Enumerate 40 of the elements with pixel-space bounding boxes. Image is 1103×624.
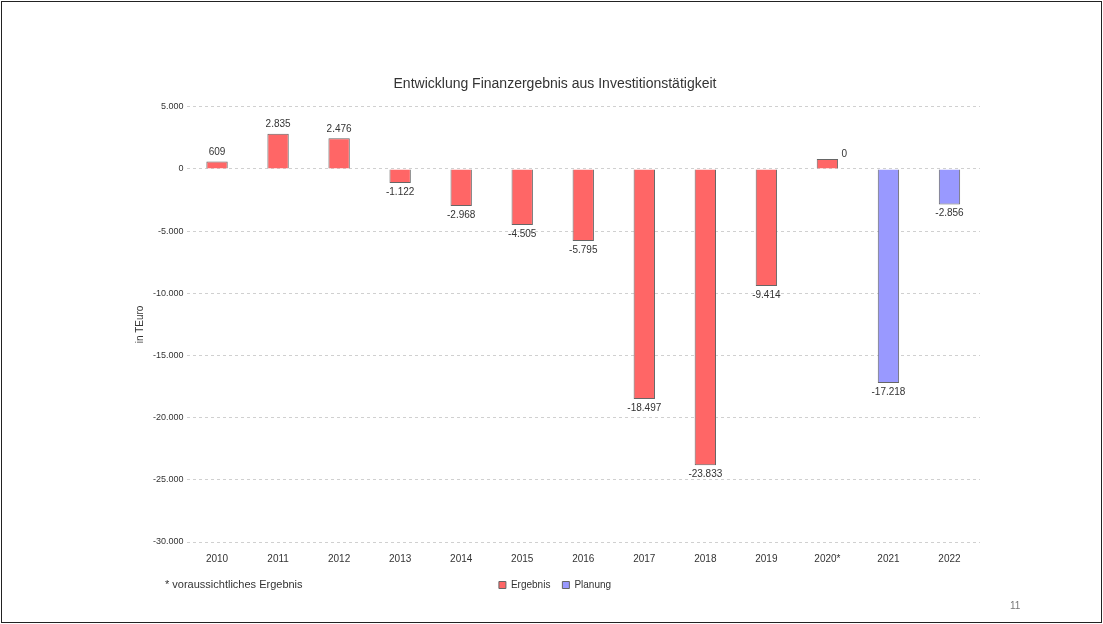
data-label: -9.414 [752, 288, 781, 300]
x-tick-label: 2015 [511, 552, 534, 564]
legend-label: Planung [574, 578, 612, 590]
y-tick-label: 0 [178, 163, 184, 174]
text: 11 [1010, 600, 1021, 611]
data-label: 2.835 [265, 118, 292, 130]
x-tick-label: 2019 [755, 552, 778, 564]
data-label: -5.795 [569, 243, 598, 255]
y-tick-label: -20.000 [152, 412, 184, 423]
x-tick-label: 2022 [938, 552, 962, 564]
data-label: -23.833 [688, 468, 723, 480]
data-label: 609 [208, 146, 226, 158]
y-tick-label: -10.000 [152, 287, 184, 298]
data-label: -2.968 [447, 208, 476, 220]
y-tick-label: -5.000 [157, 225, 184, 236]
x-tick-label: 2010 [205, 552, 229, 564]
x-tick-label: 2011 [267, 552, 290, 564]
x-tick-label: 2013 [389, 552, 412, 564]
x-tick-label: 2020* [814, 552, 841, 564]
annotation: 0 [841, 147, 848, 159]
y-tick-label: -15.000 [152, 349, 184, 360]
data-label: -17.218 [871, 385, 906, 397]
data-label: -1.122 [385, 185, 415, 197]
x-tick-label: 2012 [327, 552, 351, 564]
data-label: 2.476 [326, 122, 353, 134]
x-tick-label: 2014 [450, 552, 473, 564]
y-tick-label: -25.000 [152, 474, 184, 485]
x-tick-label: 2018 [694, 552, 717, 564]
chart-title: Entwicklung Finanzergebnis aus Investitionstätigkeit [393, 75, 717, 92]
y-tick-label: -30.000 [152, 536, 184, 547]
legend-label: Ergebnis [510, 578, 551, 590]
x-tick-label: 2021 [877, 552, 900, 564]
data-label: -18.497 [627, 401, 662, 413]
x-tick-label: 2016 [572, 552, 595, 564]
x-tick-label: 2017 [633, 552, 656, 564]
data-label: -4.505 [508, 227, 537, 239]
data-label: -2.856 [935, 207, 965, 219]
y-tick-label: 5.000 [160, 101, 184, 112]
y-axis-title: in TEuro [133, 305, 145, 344]
text: * voraussichtliches Ergebnis [165, 578, 303, 590]
